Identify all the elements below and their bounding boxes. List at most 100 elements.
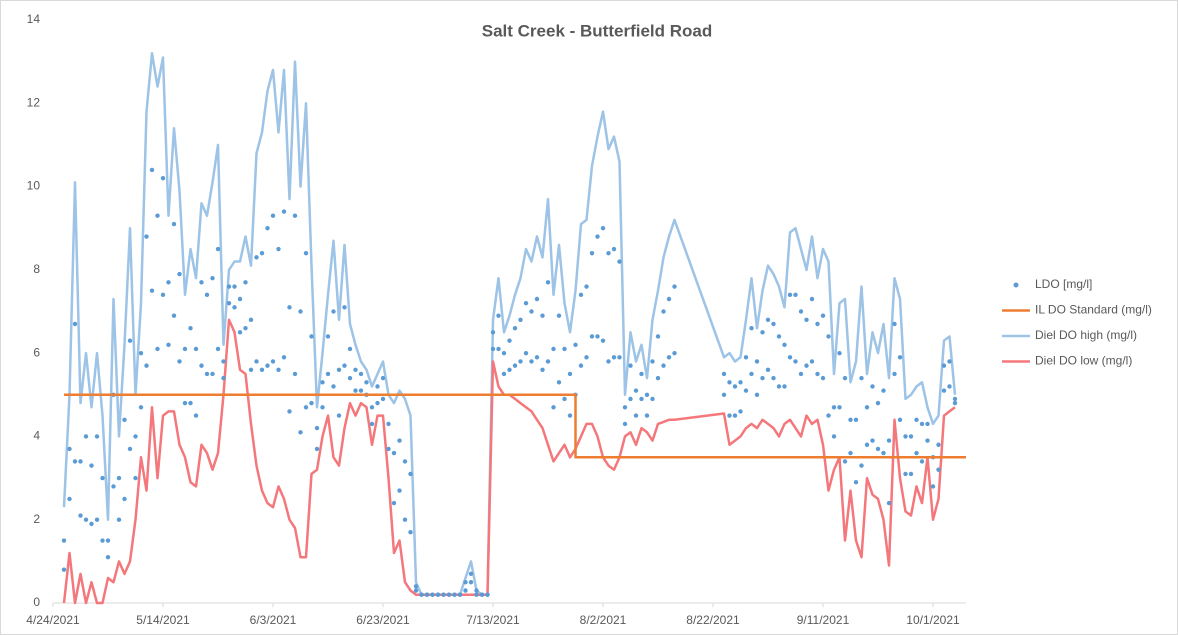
data-point [655,334,661,339]
data-point [914,450,919,456]
data-point [595,234,600,239]
data-point [732,384,738,389]
data-point [914,417,919,422]
chart-title: Salt Creek - Butterfield Road [482,21,713,40]
data-point [606,251,611,256]
data-point [864,442,870,447]
data-point [402,517,408,522]
data-point [287,409,292,414]
data-point [204,292,210,298]
data-point [199,363,204,368]
data-point [331,384,336,389]
data-point [281,355,287,360]
data-point [875,446,881,452]
data-point [809,359,815,364]
data-point [936,442,941,447]
data-point [347,346,353,352]
data-point [490,330,496,335]
data-point [122,496,127,502]
data-point [303,251,309,256]
data-point [413,588,419,593]
data-point [171,221,177,227]
data-point [435,592,441,597]
data-point [507,367,512,372]
data-point [666,296,672,302]
data-point [523,350,529,356]
data-point [600,338,606,343]
data-point [369,421,375,427]
data-point [347,375,353,381]
data-point [727,413,732,418]
data-point [254,359,259,364]
data-point [314,425,320,431]
data-point [562,346,567,352]
data-point [243,280,248,285]
data-point [386,446,391,452]
data-point [947,384,952,389]
data-point [947,359,952,364]
data-point [578,292,584,298]
data-point [842,459,848,464]
data-point [83,517,89,522]
data-point [221,359,226,364]
data-point [886,500,892,506]
data-point [925,421,930,427]
data-point [116,475,122,481]
data-point [468,579,474,585]
data-point [215,246,221,252]
data-point [644,413,650,418]
data-point [760,375,765,381]
data-point [265,226,270,231]
data-point [155,213,160,218]
data-point [204,371,210,377]
data-point [424,592,430,597]
data-point [413,584,419,589]
x-tick-label: 4/24/2021 [26,613,80,627]
data-point [567,413,573,418]
data-point [320,380,325,385]
data-point [721,371,727,377]
data-point [518,359,523,364]
x-tick-label: 9/11/2021 [797,613,850,627]
legend-label: IL DO Standard (mg/l) [1035,303,1152,317]
data-point [837,350,842,356]
data-point [545,359,551,364]
data-point [672,284,677,289]
y-tick-label: 0 [33,595,40,609]
data-point [160,176,166,181]
data-point [776,334,782,339]
data-point [67,496,72,502]
data-point [754,359,760,364]
data-point [232,284,237,289]
y-tick-label: 10 [27,179,41,193]
data-point [661,363,666,368]
data-point [826,334,831,339]
data-point [765,317,771,323]
data-point [644,392,650,397]
data-point [732,413,738,418]
data-point [584,284,589,289]
data-point [551,346,556,352]
data-point [105,538,111,543]
x-tick-label: 6/23/2021 [356,613,410,627]
data-point [100,475,105,481]
data-point [281,209,287,214]
data-point [578,363,584,368]
data-point [512,325,518,331]
data-point [826,413,831,418]
legend-label: LDO [mg/l] [1035,277,1092,291]
data-point [116,517,122,522]
data-point [534,355,540,360]
data-point [369,405,375,410]
x-tick-label: 6/3/2021 [250,613,297,627]
y-tick-label: 2 [33,512,40,526]
data-point [870,384,875,389]
data-point [402,459,408,464]
data-point [908,434,914,439]
y-tick-label: 8 [33,262,40,276]
data-point [463,588,468,593]
data-point [628,396,633,402]
data-point [776,384,782,389]
data-point [666,355,672,360]
data-point [276,367,281,372]
